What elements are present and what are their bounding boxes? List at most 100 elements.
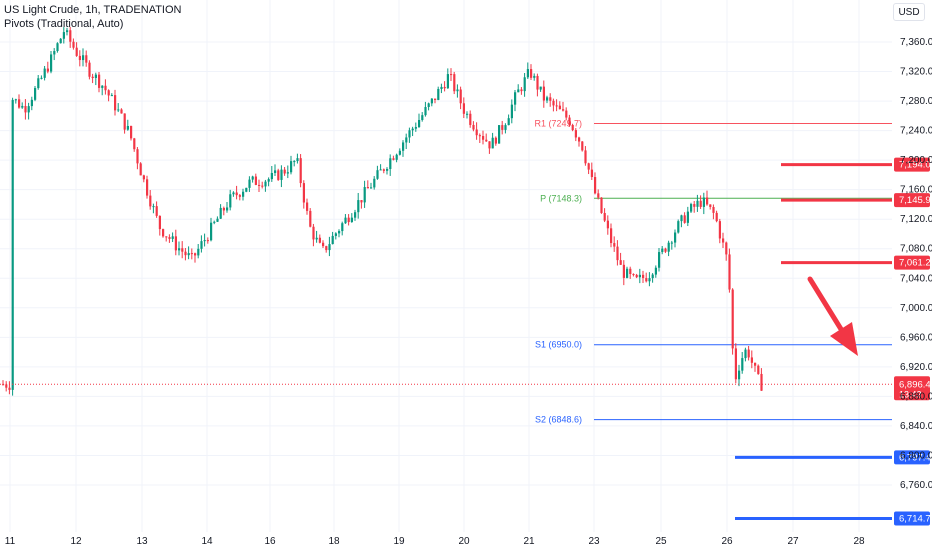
candle-body (485, 139, 488, 142)
candle-body (30, 99, 33, 107)
candle-body (456, 89, 459, 92)
x-tick-label: 11 (5, 536, 16, 547)
candle-body (510, 104, 513, 119)
candle-body (75, 47, 78, 56)
candle-body (610, 228, 613, 244)
candle-body (571, 124, 574, 131)
candle-body (334, 233, 337, 236)
candle-body (722, 238, 725, 243)
candle-body (699, 200, 702, 207)
candle-body (514, 92, 517, 105)
level-tag (894, 255, 930, 270)
chart-grid (0, 0, 892, 532)
x-tick-label: 23 (588, 536, 600, 547)
y-tick-label: 6,960.0 (900, 332, 932, 343)
candle-body (414, 127, 417, 129)
candle-body (165, 236, 168, 238)
candle-body (466, 113, 469, 115)
candle-body (738, 370, 741, 380)
candle-body (498, 125, 501, 144)
candle-body (203, 240, 206, 242)
x-tick-label: 25 (655, 536, 667, 547)
currency-button[interactable]: USD (893, 3, 925, 21)
candle-body (18, 99, 21, 108)
candle-body (168, 237, 171, 239)
indicator-label[interactable]: Pivots (Traditional, Auto) (4, 18, 124, 30)
price-axis[interactable]: 6,760.0 6,800.0 6,840.0 6,880.0 6,920.0 6,960… (900, 37, 932, 491)
level-tag (894, 193, 930, 208)
candle-body (421, 115, 424, 120)
candle-body (395, 154, 398, 160)
candle-body (674, 232, 677, 243)
candle-body (683, 215, 686, 223)
candle-body (344, 217, 347, 224)
candle-body (664, 248, 667, 252)
candle-body (338, 231, 341, 234)
candle-body (702, 197, 705, 207)
candle-body (264, 181, 267, 187)
candle-body (437, 89, 440, 100)
y-tick-label: 7,120.0 (900, 214, 932, 225)
candle-body (482, 135, 485, 140)
candle-body (616, 246, 619, 261)
candle-body (520, 89, 523, 92)
candle-body (350, 217, 353, 223)
candle-body (354, 212, 357, 218)
candle-body (261, 185, 264, 187)
candle-body (229, 194, 232, 208)
candle-body (46, 68, 49, 72)
candle-body (642, 274, 645, 279)
candle-body (27, 106, 30, 113)
last-price-line: 6,896.413:43 (0, 376, 931, 401)
candle-body (632, 274, 635, 276)
y-tick-label: 7,160.0 (900, 185, 932, 196)
candle-body (82, 55, 85, 61)
candle-body (373, 178, 376, 188)
candle-body (190, 253, 193, 255)
candle-body (523, 77, 526, 92)
candle-body (162, 229, 165, 237)
last-price-tag (894, 376, 930, 401)
candle-body (123, 113, 126, 130)
candle-body (280, 169, 283, 180)
candle-body (427, 103, 430, 108)
level-tag (894, 157, 930, 172)
candle-body (194, 253, 197, 256)
candle-body (21, 105, 24, 108)
candle-body (274, 170, 277, 173)
down-arrow-icon (807, 276, 858, 356)
candle-body (402, 142, 405, 151)
candle-body (603, 212, 606, 221)
candle-body (552, 100, 555, 106)
candle-body (56, 43, 59, 52)
candle-body (718, 221, 721, 239)
level-tag (894, 511, 930, 526)
candle-body (526, 69, 529, 78)
candle-body (222, 207, 225, 211)
time-axis[interactable]: 11 12 13 14 16 18 19 20 21 23 25 26 27 28 (5, 536, 865, 547)
x-tick-label: 20 (458, 536, 470, 547)
candle-body (648, 278, 651, 282)
candle-body (568, 117, 571, 125)
candle-body (728, 254, 731, 290)
candle-body (120, 109, 123, 114)
candle-body (238, 195, 241, 197)
candle-body (293, 161, 296, 163)
x-tick-label: 21 (523, 536, 535, 547)
candle-body (686, 211, 689, 223)
candle-body (366, 187, 369, 189)
candle-body (690, 204, 693, 212)
candle-body (744, 349, 747, 359)
candle-body (232, 192, 235, 195)
candle-body (248, 179, 251, 188)
candle-body (142, 175, 145, 180)
chart-title[interactable]: US Light Crude, 1h, TRADENATION (4, 4, 182, 16)
candle-body (606, 220, 609, 229)
pivot-label: S2 (6848.6) (535, 415, 582, 425)
candle-body (622, 264, 625, 278)
candle-body (546, 97, 549, 101)
candle-body (389, 158, 392, 169)
x-tick-label: 19 (393, 536, 405, 547)
candle-body (11, 99, 14, 390)
